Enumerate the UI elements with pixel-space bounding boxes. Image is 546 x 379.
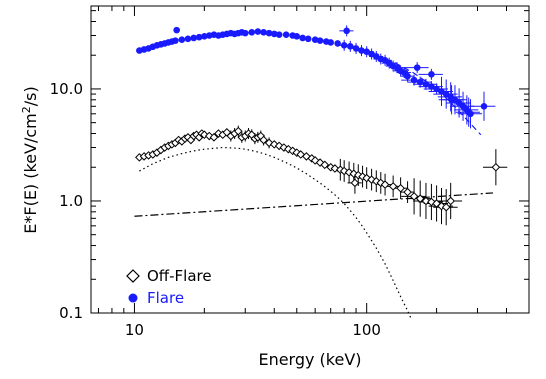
- minor-ticks: [91, 6, 530, 313]
- data-point-off-flare: [200, 130, 209, 140]
- data-point-off-flare: [432, 199, 441, 208]
- data-point-flare: [416, 78, 424, 86]
- data-point-flare: [172, 37, 179, 44]
- data-point-flare: [254, 28, 262, 35]
- data-point-off-flare: [446, 196, 455, 206]
- data-point-off-flare: [491, 162, 501, 172]
- data-point-flare: [270, 30, 278, 38]
- data-point-flare: [428, 71, 435, 78]
- data-point-flare: [327, 39, 335, 46]
- data-point-off-flare: [380, 180, 390, 189]
- data-point-off-flare: [320, 160, 330, 170]
- tick-labels: 10 100 0.1 1.0 10.0: [50, 80, 381, 339]
- data-point-off-flare: [409, 192, 419, 201]
- legend-marker-flare: [128, 293, 138, 303]
- data-point-off-flare: [310, 156, 320, 165]
- data-point-off-flare: [441, 202, 451, 212]
- data-point-off-flare: [362, 173, 371, 183]
- data-point-off-flare: [415, 194, 425, 203]
- data-point-flare: [265, 29, 273, 37]
- data-point-flare: [410, 76, 418, 84]
- data-point-flare: [275, 31, 283, 38]
- data-point-off-flare: [259, 135, 268, 145]
- data-point-flare: [248, 29, 256, 36]
- data-point-off-flare: [358, 172, 367, 181]
- data-point-off-flare: [350, 178, 360, 188]
- data-point-flare: [241, 29, 249, 37]
- data-point-off-flare: [349, 169, 359, 179]
- data-point-flare: [304, 35, 312, 43]
- legend: Off-Flare Flare: [126, 267, 212, 307]
- data-point-flare: [299, 34, 306, 42]
- data-point-flare: [358, 47, 365, 54]
- data-point-flare: [195, 33, 203, 41]
- data-point-flare: [190, 34, 198, 42]
- legend-label-flare: Flare: [147, 289, 184, 307]
- data-point-flare: [184, 35, 192, 43]
- major-ticks: [91, 6, 529, 314]
- data-point-flare: [260, 29, 267, 36]
- data-point-flare: [422, 81, 430, 88]
- data-point-flare: [404, 72, 411, 80]
- y-axis-label: E*F(E) (keV/cm2/s): [20, 86, 40, 233]
- data-point-flare: [340, 42, 348, 49]
- data-point-flare: [428, 83, 435, 90]
- data-point-flare: [413, 64, 421, 71]
- data-point-flare: [363, 48, 370, 55]
- data-point-off-flare: [269, 140, 279, 149]
- data-point-off-flare: [427, 197, 436, 207]
- y-tick-label: 1.0: [59, 192, 83, 210]
- data-point-flare: [346, 43, 354, 50]
- data-point-flare: [316, 37, 324, 44]
- data-point-flare: [465, 108, 473, 116]
- x-tick-label: 10: [125, 321, 144, 339]
- y-axis-label-part2: /s): [21, 86, 40, 106]
- x-axis-label: Energy (keV): [258, 350, 361, 369]
- data-point-flare: [282, 31, 290, 38]
- data-point-flare: [173, 26, 180, 34]
- model-line-dash-dot: [134, 192, 494, 217]
- data-point-flare: [343, 27, 350, 35]
- model-line-dashed: [366, 52, 482, 136]
- data-point-flare: [480, 102, 488, 110]
- y-axis-label-part1: E*F(E) (keV/cm: [21, 113, 40, 234]
- data-point-off-flare: [421, 196, 431, 206]
- data-point-off-flare: [403, 187, 412, 197]
- data-point-flare: [178, 36, 186, 44]
- y-tick-label: 0.1: [59, 304, 83, 322]
- legend-marker-off-flare: [126, 269, 140, 283]
- data-point-off-flare: [367, 175, 376, 184]
- data-point-flare: [201, 33, 208, 40]
- data-point-flare: [433, 85, 440, 93]
- data-point-off-flare: [284, 144, 293, 154]
- data-point-off-flare: [396, 183, 405, 193]
- data-point-off-flare: [388, 182, 398, 191]
- data-point-flare: [334, 40, 341, 47]
- plot-frame: [90, 5, 530, 314]
- data-point-off-flare: [233, 126, 243, 136]
- data-point-off-flare: [209, 133, 219, 142]
- y-tick-label: 10.0: [50, 80, 83, 98]
- x-tick-label: 100: [352, 321, 381, 339]
- data-point-off-flare: [376, 178, 386, 188]
- data-point-flare: [293, 33, 301, 40]
- data-point-off-flare: [279, 143, 289, 152]
- data-point-flare: [448, 96, 455, 104]
- data-point-off-flare: [330, 164, 340, 173]
- legend-label-off-flare: Off-Flare: [147, 267, 212, 285]
- y-axis-label-superscript: 2: [20, 106, 33, 113]
- data-point-flare: [352, 45, 360, 52]
- data-points: [135, 26, 501, 212]
- data-point-flare: [311, 36, 319, 44]
- data-point-off-flare: [315, 158, 325, 167]
